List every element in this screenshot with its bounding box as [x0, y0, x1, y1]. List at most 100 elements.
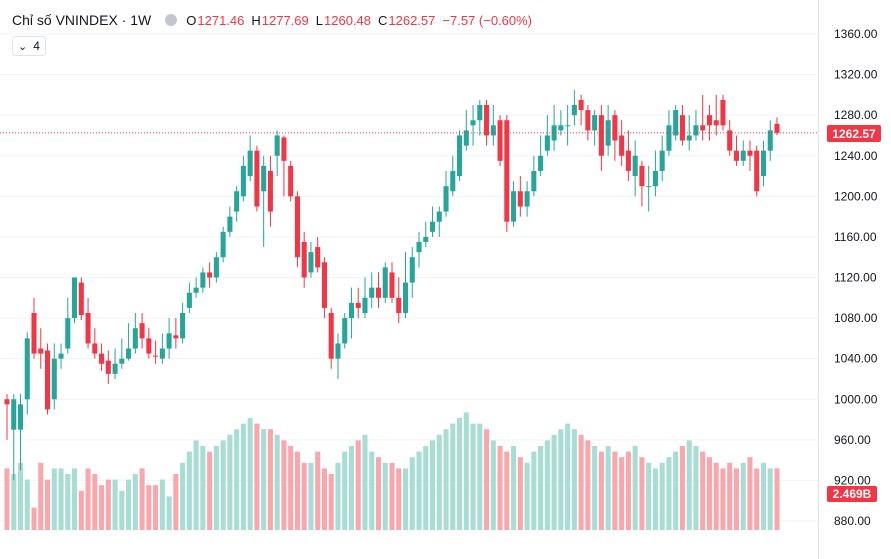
candle-body [409, 257, 415, 283]
y-tick-label: 1080.00 [834, 311, 878, 325]
volume-bar [740, 462, 746, 530]
candle-body [497, 120, 503, 161]
candle-body [767, 130, 773, 151]
candle-body [362, 297, 368, 314]
volume-bar [396, 468, 402, 530]
volume-bar [362, 434, 368, 530]
candle-body [484, 105, 490, 136]
price-axis[interactable]: 1360.00 1320.00 1280.00 1240.00 1200.00 1160.… [834, 27, 878, 528]
volume-bar [463, 412, 469, 530]
candle-body [571, 105, 577, 116]
candle-body [294, 196, 300, 258]
volume-bar [227, 434, 233, 530]
volume-bar [99, 485, 105, 530]
volume-bar [180, 462, 186, 530]
volume-bar [713, 462, 719, 530]
price-candles [4, 89, 780, 481]
candle-body [511, 191, 517, 222]
candle-body [517, 191, 523, 207]
candle-body [207, 272, 213, 278]
volume-bar [598, 451, 604, 530]
candle-body [328, 313, 334, 359]
candle-body [673, 110, 679, 136]
candle-body [375, 287, 382, 298]
candle-body [200, 272, 206, 288]
volume-bar [436, 434, 442, 530]
candle-body [146, 338, 152, 354]
volume-bar [504, 451, 510, 530]
candle-body [457, 135, 463, 177]
volume-bar [105, 479, 111, 530]
volume-bar [497, 446, 503, 530]
volume-bar [754, 468, 760, 530]
candle-body [538, 155, 544, 171]
volume-bar [402, 468, 409, 530]
candle-body [679, 115, 685, 141]
candle-body [335, 343, 341, 359]
candle-body [551, 125, 557, 141]
volume-bar [477, 423, 483, 530]
candle-body [470, 120, 476, 126]
volume-bar [308, 462, 314, 530]
candle-body [301, 241, 307, 278]
volume-bar [85, 468, 91, 530]
volume-bar [38, 462, 44, 530]
volume-bar [625, 451, 631, 530]
candle-body [78, 282, 84, 316]
volume-bar [294, 451, 300, 530]
candle-body [612, 115, 618, 141]
open-label: O [186, 12, 197, 28]
y-tick-label: 1320.00 [834, 68, 878, 82]
volume-bar [706, 457, 712, 530]
candle-body [592, 115, 598, 131]
volume-bar [17, 462, 24, 530]
candle-body [646, 186, 652, 188]
volume-bar [166, 496, 172, 530]
candle-body [308, 252, 314, 273]
candle-body [213, 257, 219, 278]
candle-body [159, 348, 165, 359]
candle-body [92, 343, 98, 354]
candle-body [396, 297, 402, 314]
candle-body [760, 150, 767, 177]
candle-body [31, 313, 37, 354]
volume-bar [92, 474, 98, 530]
volume-bar [429, 440, 436, 530]
indicators-toggle-button[interactable]: ⌄ 4 [12, 36, 46, 56]
y-tick-label: 1280.00 [834, 108, 878, 122]
volume-bar [234, 429, 240, 530]
volume-bar [571, 429, 577, 530]
candle-body [254, 150, 260, 207]
candle-body [659, 150, 665, 171]
candle-body [720, 99, 726, 126]
candle-body [565, 125, 571, 127]
volume-bar [348, 446, 355, 530]
candle-body [65, 318, 71, 349]
candle-body [416, 241, 422, 253]
candle-body [247, 150, 253, 177]
volume-bar [693, 446, 699, 530]
volume-bar [11, 474, 17, 530]
candle-body [240, 165, 246, 197]
chart-legend: Chỉ số VNINDEX · 1W O 1271.46 H 1277.69 … [12, 10, 539, 30]
volume-bar [673, 451, 679, 530]
volume-bar [774, 468, 780, 530]
volume-bar [375, 457, 382, 530]
candle-body [693, 125, 699, 136]
candle-body [369, 287, 375, 298]
candle-body [504, 120, 510, 222]
open-value: 1271.46 [197, 12, 245, 28]
high-value: 1277.69 [261, 12, 309, 28]
candle-body [598, 115, 604, 156]
volume-bar [646, 462, 652, 530]
volume-bar [159, 479, 165, 530]
volume-bar [72, 468, 78, 530]
low-label: L [315, 12, 323, 28]
candle-body [774, 123, 780, 133]
y-tick-label: 1200.00 [834, 189, 878, 203]
candle-body [4, 399, 10, 405]
volume-bar [213, 446, 219, 530]
symbol-title[interactable]: Chỉ số VNINDEX · 1W [12, 12, 152, 28]
volume-bar [281, 440, 287, 530]
